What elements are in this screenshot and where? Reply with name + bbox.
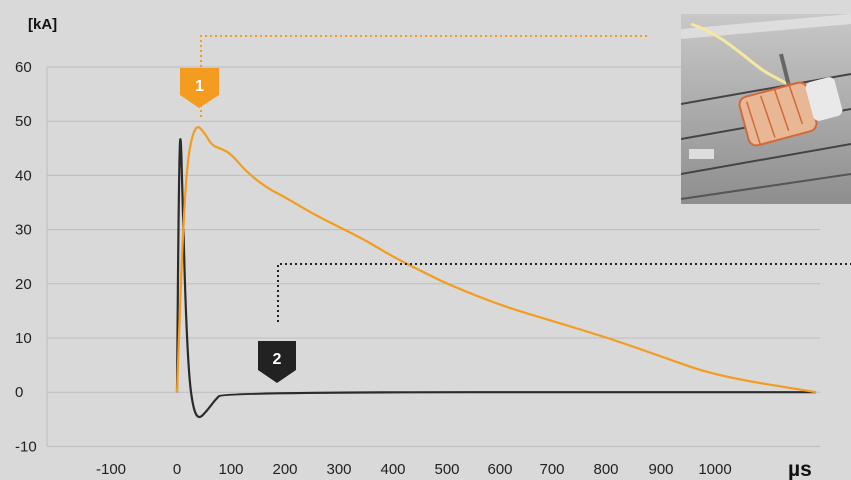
marker-1-label: 1 [195, 78, 204, 95]
x-tick-label: 400 [380, 461, 405, 478]
y-unit-label: [kA] [28, 16, 57, 33]
y-tick-label: 30 [15, 222, 32, 239]
x-axis-labels: -100 0 100 200 300 400 500 600 700 800 900 1000 [96, 461, 732, 478]
series-line-2 [175, 138, 816, 419]
x-tick-label: 500 [434, 461, 459, 478]
y-tick-label: 10 [15, 330, 32, 347]
marker-1: 1 [180, 68, 219, 108]
y-tick-label: -10 [15, 438, 37, 455]
x-tick-label: 1000 [698, 461, 731, 478]
series-line-1 [175, 126, 817, 394]
x-tick-label: 900 [648, 461, 673, 478]
marker-2: 2 [258, 341, 296, 383]
x-tick-label: 600 [487, 461, 512, 478]
x-tick-label: 800 [593, 461, 618, 478]
x-tick-label: 200 [272, 461, 297, 478]
y-tick-label: 60 [15, 59, 32, 76]
x-tick-label: 300 [326, 461, 351, 478]
y-tick-label: 50 [15, 113, 32, 130]
x-tick-label: 100 [218, 461, 243, 478]
y-tick-label: 20 [15, 276, 32, 293]
lightning-arrester-photo [681, 14, 851, 204]
leader-line-2 [277, 263, 851, 322]
x-tick-label: 0 [173, 461, 181, 478]
grid [46, 66, 820, 447]
x-unit-label: µs [788, 458, 812, 480]
x-tick-label: 700 [539, 461, 564, 478]
x-tick-label: -100 [96, 461, 126, 478]
y-axis-labels: 60 50 40 30 20 10 0 -10 [15, 59, 37, 455]
y-tick-label: 0 [15, 384, 23, 401]
y-tick-label: 40 [15, 167, 32, 184]
series-group [175, 126, 817, 419]
leader-line-1 [200, 35, 650, 117]
marker-2-label: 2 [273, 351, 282, 368]
